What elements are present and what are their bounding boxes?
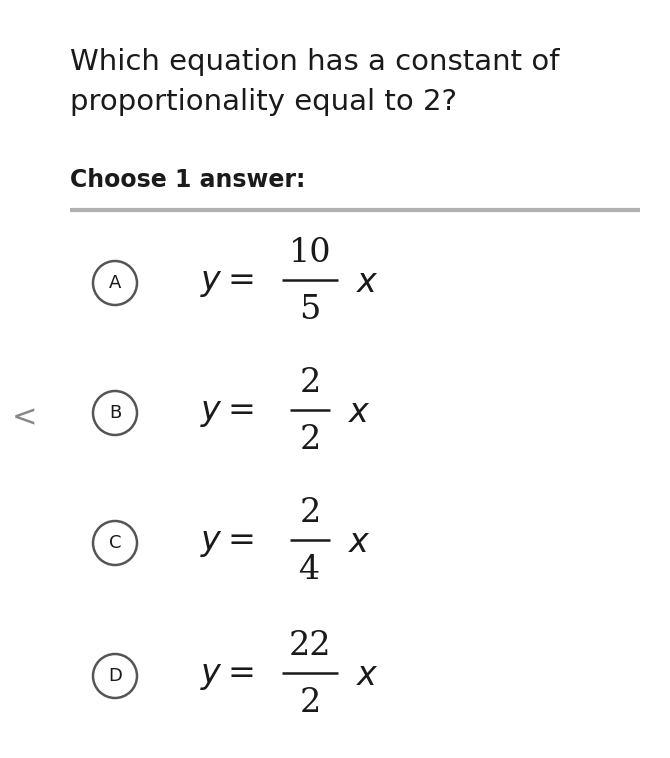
Text: 5: 5 [299, 294, 321, 326]
Text: proportionality equal to 2?: proportionality equal to 2? [70, 88, 457, 116]
Text: $y = $: $y = $ [200, 267, 253, 299]
Text: $y = $: $y = $ [200, 527, 253, 559]
Text: Choose 1 answer:: Choose 1 answer: [70, 168, 306, 192]
Text: $x$: $x$ [356, 267, 379, 299]
Text: C: C [109, 534, 121, 552]
Text: $y = $: $y = $ [200, 660, 253, 692]
Text: 10: 10 [289, 237, 331, 269]
Text: 2: 2 [299, 367, 321, 399]
Text: $x$: $x$ [348, 527, 371, 559]
Text: 2: 2 [299, 497, 321, 529]
Text: Which equation has a constant of: Which equation has a constant of [70, 48, 559, 76]
Text: A: A [109, 274, 121, 292]
Text: <: < [12, 403, 38, 433]
Text: 2: 2 [299, 424, 321, 456]
Text: D: D [108, 667, 122, 685]
Text: 2: 2 [299, 687, 321, 719]
Text: 22: 22 [289, 630, 331, 662]
Text: B: B [109, 404, 121, 422]
Text: $y = $: $y = $ [200, 397, 253, 429]
Text: $x$: $x$ [356, 660, 379, 692]
Text: 4: 4 [299, 554, 320, 586]
Text: $x$: $x$ [348, 397, 371, 429]
